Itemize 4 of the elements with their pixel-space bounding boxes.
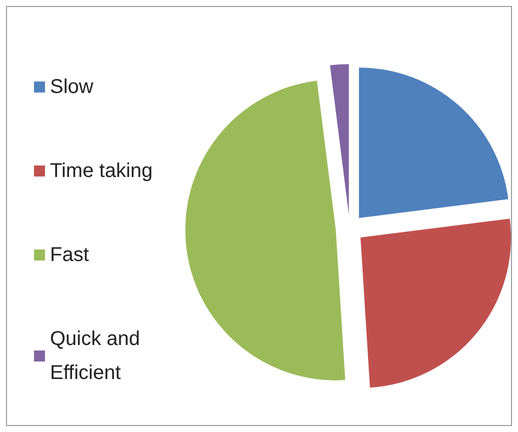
legend-label: Fast [50,244,90,266]
legend-label: Time taking [50,160,153,182]
legend-label: Slow [50,76,94,98]
legend-label: Quick and Efficient [50,328,146,384]
